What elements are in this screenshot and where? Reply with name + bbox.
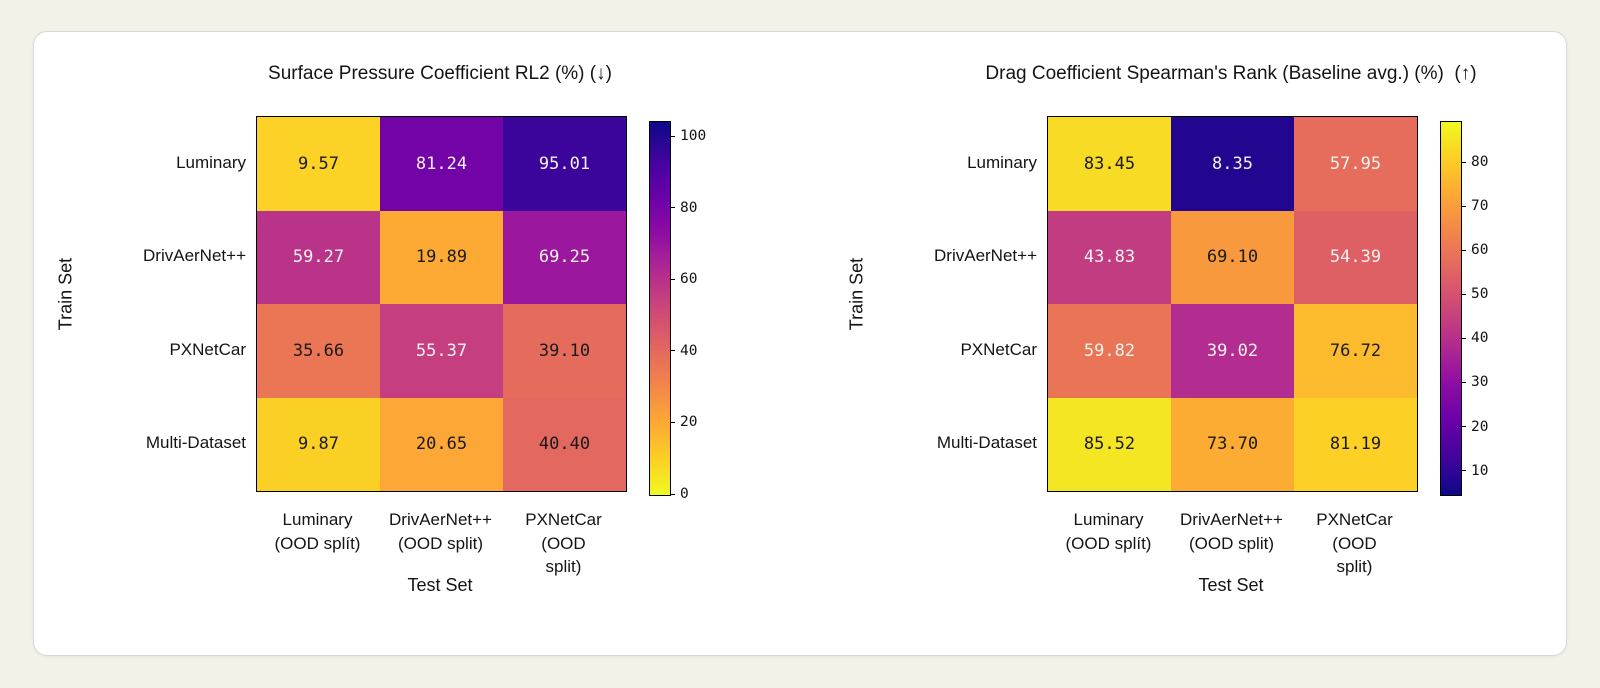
col-label: PXNetCar (OOD split) <box>525 510 602 576</box>
row-labels: Luminary DrivAerNet++ PXNetCar Multi-Datase… <box>837 116 1037 490</box>
colorbar-tick-label: 100 <box>680 128 707 145</box>
colorbar-tick-mark <box>1462 470 1466 472</box>
colorbar-tick: 70 <box>1462 198 1488 214</box>
heatmap-cell: 54.39 <box>1294 210 1417 304</box>
colorbar-tick: 100 <box>671 128 706 144</box>
colorbar-tick-mark <box>1462 205 1466 207</box>
heatmap-cell: 69.10 <box>1171 210 1294 304</box>
heatmap-cell: 20.65 <box>380 397 503 491</box>
colorbar-tick-mark <box>1462 161 1466 163</box>
heatmap-cell: 59.27 <box>257 210 380 304</box>
heatmap-cell: 9.87 <box>257 397 380 491</box>
colorbar-tick-label: 20 <box>680 414 698 431</box>
colorbar-tick-label: 80 <box>1471 154 1489 170</box>
heatmap-cell: 69.25 <box>503 210 626 304</box>
heatmap-cell: 8.35 <box>1171 117 1294 211</box>
col-labels: Luminary (OOD splít) DrivAerNet++ (OOD sp… <box>1047 508 1416 576</box>
drag-coefficient-heatmap-panel: Drag Coefficient Spearman's Rank (Baseli… <box>34 32 1566 655</box>
colorbar-tick-label: 0 <box>680 486 689 502</box>
colorbar-tick: 40 <box>671 343 697 359</box>
colorbar-tick: 60 <box>671 271 697 287</box>
colorbar-tick: 50 <box>1462 286 1488 302</box>
heatmap-cell: 55.37 <box>380 304 503 398</box>
heatmap-grid: 9.57 81.24 95.01 59.27 19.89 69.25 35.66 55.37 3… <box>256 116 627 492</box>
colorbar-tick: 20 <box>671 414 697 430</box>
x-axis-label: Test Set <box>407 575 473 595</box>
row-label: Luminary <box>176 152 246 172</box>
heatmap-cell: 40.40 <box>503 397 626 491</box>
row-label: Multi-Dataset <box>936 433 1037 453</box>
colorbar-tick-mark <box>671 207 675 209</box>
colorbar-tick-mark <box>671 493 675 495</box>
heatmap-cell: 73.70 <box>1171 397 1294 491</box>
colorbar-tick-mark <box>671 421 675 423</box>
heatmap-cell: 81.24 <box>380 117 503 211</box>
colorbar-tick-label: 20 <box>1471 418 1489 435</box>
colorbar-tick-label: 10 <box>1471 462 1489 479</box>
x-axis-label: Test Set <box>1198 575 1264 595</box>
heatmap-cell: 57.95 <box>1294 117 1417 211</box>
colorbar-tick-mark <box>1462 249 1466 251</box>
colorbar-tick-label: 60 <box>1471 242 1489 259</box>
col-label: DrivAerNet++ (OOD split) <box>1180 510 1283 553</box>
colorbar-ticks: 100 80 60 40 20 0 <box>671 121 731 502</box>
col-label: PXNetCar (OOD split) <box>1316 510 1393 576</box>
row-labels: Luminary DrivAerNet++ PXNetCar Multi-Datase… <box>46 116 246 490</box>
heatmap-cell: 95.01 <box>503 117 626 211</box>
row-label: DrivAerNet++ <box>143 246 246 266</box>
chart-title: Surface Pressure Coefficient RL2 (%) (↓) <box>268 63 612 84</box>
heatmap-cell: 43.83 <box>1048 210 1171 304</box>
colorbar-tick-label: 70 <box>1471 198 1489 215</box>
colorbar-tick-mark <box>671 350 675 352</box>
colorbar-tick-mark <box>671 278 675 280</box>
row-label: PXNetCar <box>169 339 246 359</box>
colorbar-tick-mark <box>1462 381 1466 383</box>
heatmap-cell: 59.82 <box>1048 304 1171 398</box>
surface-pressure-heatmap-panel: Surface Pressure Coefficient RL2 (%) (↓)… <box>34 32 1566 655</box>
colorbar-tick-label: 40 <box>1471 330 1489 347</box>
chart-title: Drag Coefficient Spearman's Rank (Baseli… <box>985 63 1477 84</box>
colorbar-tick: 80 <box>1462 154 1488 170</box>
heatmap-cell: 83.45 <box>1048 117 1171 211</box>
col-label: Luminary (OOD splít) <box>274 510 361 553</box>
colorbar-tick-label: 40 <box>680 342 698 359</box>
heatmap-cell: 19.89 <box>380 210 503 304</box>
colorbar-tick: 10 <box>1462 463 1488 479</box>
colorbar-tick-mark <box>1462 337 1466 339</box>
row-label: PXNetCar <box>960 339 1037 359</box>
col-labels: Luminary (OOD splít) DrivAerNet++ (OOD sp… <box>256 508 625 576</box>
colorbar-tick: 60 <box>1462 242 1488 258</box>
colorbar-tick-label: 60 <box>680 271 698 288</box>
heatmap-cell: 85.52 <box>1048 397 1171 491</box>
colorbar-tick: 40 <box>1462 330 1488 346</box>
heatmap-cell: 35.66 <box>257 304 380 398</box>
colorbar-tick: 80 <box>671 200 697 216</box>
heatmap-cell: 76.72 <box>1294 304 1417 398</box>
colorbar-tick: 20 <box>1462 419 1488 435</box>
colorbar <box>649 121 671 496</box>
colorbar-tick: 0 <box>671 486 689 502</box>
heatmap-grid: 83.45 8.35 57.95 43.83 69.10 54.39 59.82 39.02 7… <box>1047 116 1418 492</box>
colorbar-tick-mark <box>671 135 675 137</box>
colorbar <box>1440 121 1462 496</box>
colorbar-tick-mark <box>1462 426 1466 428</box>
chart-card: Surface Pressure Coefficient RL2 (%) (↓)… <box>33 31 1567 656</box>
col-label: Luminary (OOD splít) <box>1065 510 1152 553</box>
heatmap-cell: 81.19 <box>1294 397 1417 491</box>
row-label: DrivAerNet++ <box>934 246 1037 266</box>
colorbar-tick-label: 30 <box>1471 374 1489 391</box>
colorbar-tick: 30 <box>1462 374 1488 390</box>
colorbar-tick-label: 50 <box>1471 286 1489 303</box>
colorbar-ticks: 80 70 60 50 40 30 20 10 <box>1462 121 1522 494</box>
row-label: Multi-Dataset <box>145 433 246 453</box>
heatmap-cell: 39.10 <box>503 304 626 398</box>
row-label: Luminary <box>967 152 1037 172</box>
heatmap-cell: 9.57 <box>257 117 380 211</box>
heatmap-cell: 39.02 <box>1171 304 1294 398</box>
colorbar-tick-label: 80 <box>680 199 698 216</box>
colorbar-tick-mark <box>1462 293 1466 295</box>
col-label: DrivAerNet++ (OOD split) <box>389 510 492 553</box>
